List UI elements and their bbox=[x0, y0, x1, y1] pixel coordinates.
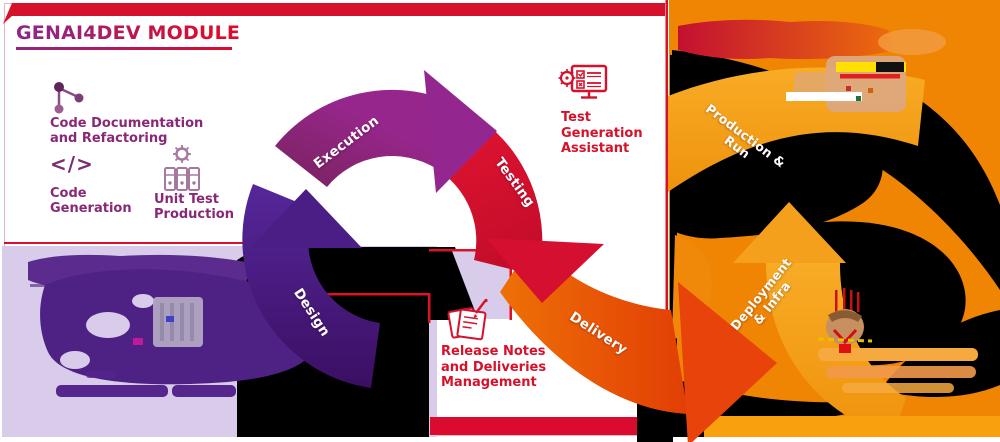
corrupted-right-title bbox=[678, 19, 978, 393]
corrupted-purple-module bbox=[28, 254, 319, 397]
panel-red-trims bbox=[3, 0, 668, 437]
server-gear-icon bbox=[164, 145, 200, 191]
arrowhead-delivery bbox=[678, 282, 777, 442]
feature-code-generation: Code Generation bbox=[50, 186, 132, 217]
corrupted-tan-icon-top bbox=[786, 56, 906, 112]
code-icon: </> bbox=[50, 152, 94, 176]
arrowhead-execution bbox=[424, 70, 497, 193]
annotation-test-generation: Test Generation Assistant bbox=[561, 110, 643, 157]
feature-code-documentation: Code Documentation and Refactoring bbox=[50, 116, 204, 147]
feature-unit-test: Unit Test Production bbox=[154, 192, 234, 223]
arc-testing bbox=[446, 125, 543, 276]
corrupted-title-letter: E bbox=[249, 262, 260, 280]
annotation-release-notes: Release Notes and Deliveries Management bbox=[441, 344, 547, 391]
branch-icon bbox=[54, 82, 84, 114]
arc-execution bbox=[275, 89, 472, 187]
left-cycle-ring bbox=[242, 70, 777, 442]
arrowhead-design bbox=[250, 189, 362, 248]
title-underline bbox=[16, 47, 232, 50]
notes-pencil-icon bbox=[447, 298, 488, 341]
arrowhead-up bbox=[733, 202, 846, 263]
corrupted-tan-icon-bottom bbox=[817, 288, 873, 353]
page-title: GENAI4DEV MODULE bbox=[16, 22, 241, 44]
arrowhead-testing bbox=[486, 238, 604, 303]
test-monitor-icon bbox=[558, 64, 608, 99]
